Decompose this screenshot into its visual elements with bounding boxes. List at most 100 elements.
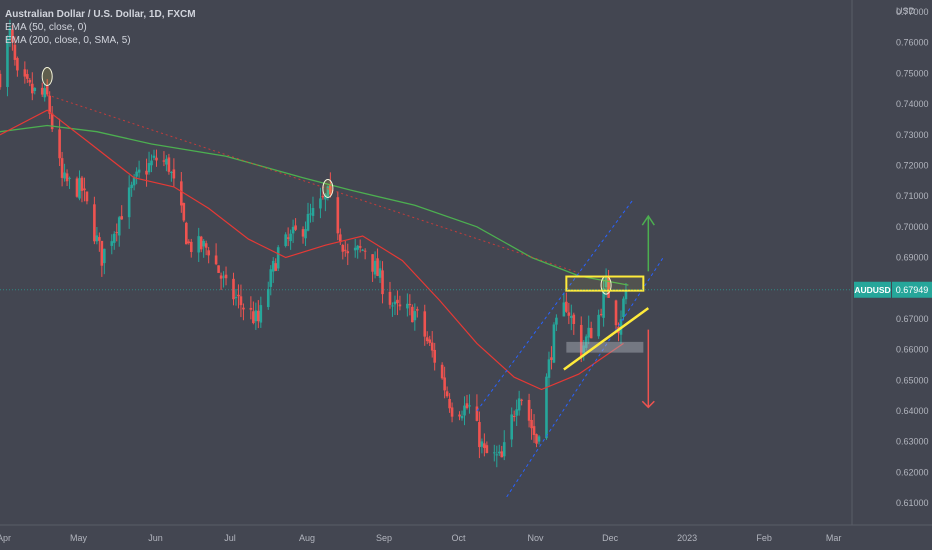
candle-body bbox=[13, 44, 17, 60]
chart-title: Australian Dollar / U.S. Dollar, 1D, FXC… bbox=[5, 9, 196, 20]
candle-body bbox=[448, 398, 451, 409]
candle-body bbox=[326, 186, 330, 198]
candle-body bbox=[234, 297, 238, 299]
candle-body bbox=[356, 245, 359, 250]
up-arrow-head bbox=[641, 214, 655, 226]
channel-upper-line bbox=[476, 198, 634, 412]
candle-body bbox=[500, 451, 504, 458]
candle-body bbox=[607, 275, 610, 298]
candle-body bbox=[450, 407, 454, 417]
candle-body bbox=[324, 194, 327, 200]
candle-body bbox=[579, 324, 583, 357]
candle-body bbox=[170, 171, 173, 173]
candle-body bbox=[388, 291, 392, 305]
candle-body bbox=[165, 158, 168, 165]
candle-body bbox=[416, 309, 419, 311]
candle-body bbox=[363, 250, 367, 252]
candle-body bbox=[219, 275, 223, 279]
candle-body bbox=[43, 88, 47, 98]
candle-body bbox=[23, 69, 27, 77]
candle-body bbox=[45, 85, 49, 95]
candle-body bbox=[341, 244, 345, 252]
candle-body bbox=[214, 255, 218, 265]
x-tick-label: May bbox=[70, 533, 88, 543]
candle-body bbox=[430, 342, 434, 351]
y-tick-label: 0.75000 bbox=[896, 68, 929, 78]
candle-body bbox=[237, 294, 240, 297]
candle-body bbox=[207, 250, 210, 256]
y-tick-label: 0.66000 bbox=[896, 345, 929, 355]
candle-body bbox=[100, 240, 104, 266]
x-tick-label: Feb bbox=[756, 533, 772, 543]
candle-body bbox=[515, 409, 518, 416]
candle-body bbox=[361, 249, 364, 251]
x-tick-label: Oct bbox=[452, 533, 467, 543]
downtrend-line bbox=[47, 94, 579, 274]
candle-body bbox=[408, 303, 412, 306]
candle-body bbox=[428, 339, 432, 343]
x-tick-label: Apr bbox=[0, 533, 11, 543]
candle-body bbox=[254, 310, 258, 322]
currency-label: USD bbox=[896, 6, 916, 16]
candle-body bbox=[286, 237, 290, 239]
y-tick-label: 0.74000 bbox=[896, 99, 929, 109]
candle-body bbox=[353, 247, 357, 251]
candle-body bbox=[555, 317, 558, 325]
candle-body bbox=[495, 454, 499, 456]
candle-body bbox=[306, 213, 310, 231]
candle-body bbox=[445, 391, 449, 397]
candle-body bbox=[582, 345, 586, 354]
candle-body bbox=[274, 263, 278, 271]
candle-body bbox=[115, 232, 119, 234]
candle-body bbox=[294, 225, 297, 230]
y-tick-label: 0.63000 bbox=[896, 437, 929, 447]
ema200-legend: EMA (200, close, 0, SMA, 5) bbox=[5, 35, 131, 46]
candle-body bbox=[604, 276, 608, 288]
candle-body bbox=[197, 236, 201, 253]
candle-body bbox=[463, 405, 466, 416]
candle-body bbox=[393, 301, 397, 305]
candle-body bbox=[376, 258, 379, 276]
candle-body bbox=[145, 170, 148, 175]
candle-body bbox=[40, 87, 44, 95]
down-arrow-head bbox=[641, 400, 655, 409]
candle-body bbox=[336, 197, 340, 234]
candle-body bbox=[80, 177, 84, 191]
ema50-legend: EMA (50, close, 0) bbox=[5, 22, 87, 33]
y-tick-label: 0.70000 bbox=[896, 222, 929, 232]
candle-body bbox=[398, 304, 402, 307]
candle-body bbox=[78, 178, 81, 199]
candles-group bbox=[0, 19, 628, 468]
x-tick-label: Jul bbox=[224, 533, 236, 543]
candle-body bbox=[8, 28, 12, 40]
candle-body bbox=[562, 302, 566, 317]
candle-body bbox=[358, 246, 362, 248]
candle-body bbox=[329, 184, 332, 195]
y-tick-label: 0.67000 bbox=[896, 314, 929, 324]
candle-body bbox=[289, 233, 292, 242]
candle-body bbox=[85, 191, 89, 202]
candle-body bbox=[478, 422, 481, 448]
candle-body bbox=[602, 288, 605, 318]
candle-body bbox=[189, 241, 193, 253]
candle-body bbox=[162, 160, 166, 162]
candle-body bbox=[301, 229, 305, 237]
candle-body bbox=[259, 305, 263, 323]
y-tick-label: 0.62000 bbox=[896, 467, 929, 477]
candle-body bbox=[252, 311, 255, 324]
candle-body bbox=[381, 270, 384, 295]
x-tick-label: 2023 bbox=[677, 533, 697, 543]
candle-body bbox=[319, 198, 322, 209]
symbol-label-box bbox=[854, 281, 891, 298]
y-tick-label: 0.64000 bbox=[896, 406, 929, 416]
candle-body bbox=[112, 233, 116, 243]
candle-body bbox=[396, 299, 399, 304]
candle-body bbox=[65, 173, 69, 182]
candle-body bbox=[597, 314, 600, 337]
candle-body bbox=[483, 443, 486, 448]
candle-body bbox=[291, 226, 295, 234]
candle-body bbox=[475, 406, 479, 421]
candle-body bbox=[217, 265, 220, 273]
